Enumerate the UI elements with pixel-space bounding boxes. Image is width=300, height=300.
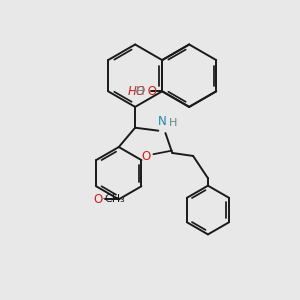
Text: O: O <box>141 150 150 163</box>
Text: N: N <box>158 115 166 128</box>
Text: HO: HO <box>128 85 146 98</box>
Text: methyl: methyl <box>103 198 108 200</box>
Text: O: O <box>144 85 157 98</box>
Text: CH₃: CH₃ <box>104 194 125 204</box>
Text: H: H <box>169 118 177 128</box>
Text: O: O <box>93 193 102 206</box>
Text: H: H <box>136 85 144 98</box>
